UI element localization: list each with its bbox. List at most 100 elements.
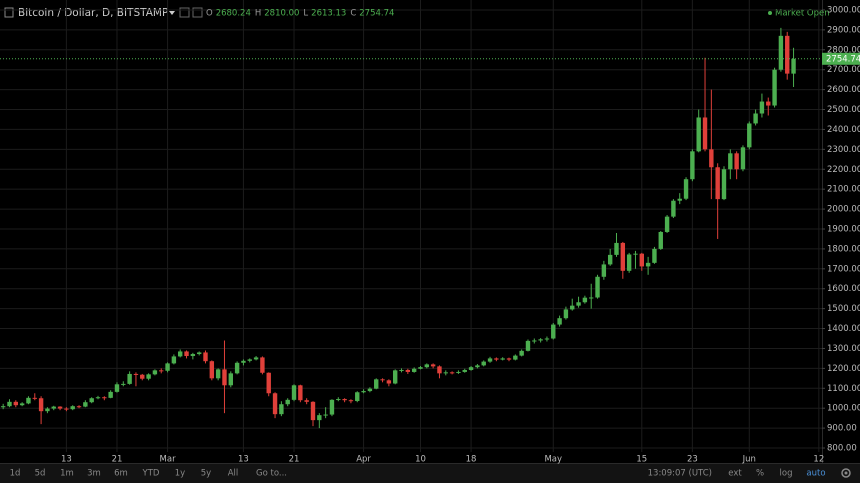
candle-body (355, 392, 360, 402)
candle-body (146, 374, 151, 379)
range-button[interactable]: 3m (87, 469, 101, 479)
y-tick-label: 2600.00 (827, 85, 860, 95)
candle-body (683, 179, 689, 199)
candle-body (576, 302, 581, 306)
candle-body (563, 309, 569, 319)
symbol-icon[interactable] (4, 7, 14, 18)
candle-body (734, 153, 739, 170)
candle-body (0, 406, 6, 408)
candle-body (500, 358, 505, 360)
y-tick-label: 2400.00 (827, 125, 860, 135)
candle-body (38, 398, 44, 412)
candle-body (291, 385, 297, 400)
candle-body (494, 358, 499, 360)
candle-body (159, 370, 164, 372)
range-button[interactable]: All (228, 469, 239, 479)
candle-body (570, 305, 575, 310)
candle-body (411, 368, 417, 372)
candle-body (664, 216, 670, 232)
x-tick-label: 13 (61, 455, 72, 465)
x-tick-label: 10 (415, 455, 426, 465)
ohlc-key: O (206, 9, 213, 19)
y-tick-label: 2000.00 (827, 205, 860, 215)
candle-body (715, 167, 720, 200)
candle-body (506, 358, 512, 360)
candle-body (323, 414, 328, 416)
candle-body (728, 153, 733, 170)
candle-body (721, 169, 727, 200)
candle-body (449, 372, 455, 374)
candle-body (658, 231, 663, 249)
y-tick-label: 900.00 (827, 424, 857, 434)
x-tick-label: 21 (289, 455, 300, 465)
candle-body (487, 358, 493, 362)
candle-body (348, 400, 354, 402)
candle-body (266, 372, 271, 394)
ohlc-key: L (303, 9, 308, 19)
y-tick-label: 3000.00 (827, 5, 860, 15)
candle-body (165, 363, 170, 371)
ohlc-value: 2613.13 (311, 9, 346, 19)
candle-body (443, 372, 448, 374)
range-button[interactable]: 6m (114, 469, 128, 479)
range-button[interactable]: 1m (60, 469, 74, 479)
range-button[interactable]: 1y (175, 469, 185, 479)
candle-body (386, 380, 392, 384)
y-tick-label: 2500.00 (827, 105, 860, 115)
scale-option[interactable]: ext (728, 469, 742, 479)
candle-body (108, 391, 113, 398)
candle-body (519, 350, 524, 356)
candle-body (336, 399, 341, 401)
goto-button[interactable]: Go to... (256, 469, 287, 479)
y-tick-label: 2900.00 (827, 25, 860, 35)
y-tick-label: 1800.00 (827, 244, 860, 254)
candle-body (696, 117, 701, 152)
candle-body (374, 379, 379, 389)
last-price-tag (822, 52, 860, 65)
candle-body (601, 264, 607, 277)
x-tick-label: 21 (112, 455, 123, 465)
scale-option[interactable]: auto (806, 469, 825, 479)
candle-body (190, 354, 196, 357)
candle-body (607, 254, 613, 265)
candle-body (468, 367, 474, 370)
y-tick-label: 2700.00 (827, 65, 860, 75)
scale-option[interactable]: log (780, 469, 793, 479)
candle-body (639, 253, 644, 267)
candle-body (70, 406, 75, 410)
candle-body (740, 147, 746, 170)
candle-body (45, 408, 50, 412)
market-status: Market Open (775, 9, 830, 19)
symbol-dropdown[interactable] (169, 11, 175, 15)
candle-body (260, 357, 265, 373)
candle-body (544, 338, 550, 340)
candle-body (753, 113, 758, 124)
candle-body (253, 357, 259, 360)
candle-body (595, 276, 600, 298)
candle-body (140, 374, 145, 379)
x-tick-label: 18 (466, 455, 477, 465)
candle-body (399, 369, 404, 371)
candle-body (127, 373, 132, 384)
candle-body (298, 385, 303, 401)
candle-body (513, 355, 518, 360)
scale-option[interactable]: % (756, 469, 764, 479)
candle-body (791, 58, 796, 74)
candle-body (247, 359, 252, 361)
settings-icon[interactable] (841, 468, 851, 478)
compare-button[interactable] (179, 7, 190, 18)
candle-body (310, 401, 316, 421)
symbol-title[interactable]: Bitcoin / Dollar, D, BITSTAMP (18, 7, 168, 19)
indicator-button[interactable] (192, 7, 203, 18)
candle-body (95, 397, 101, 399)
candle-body (582, 297, 588, 303)
range-button[interactable]: 1d (10, 469, 21, 479)
candle-body (614, 242, 619, 255)
y-tick-label: 2100.00 (827, 185, 860, 195)
range-button[interactable]: YTD (142, 469, 160, 479)
range-button[interactable]: 5y (201, 469, 211, 479)
candle-body (532, 340, 537, 342)
range-button[interactable]: 5d (35, 469, 46, 479)
candle-body (462, 369, 467, 372)
